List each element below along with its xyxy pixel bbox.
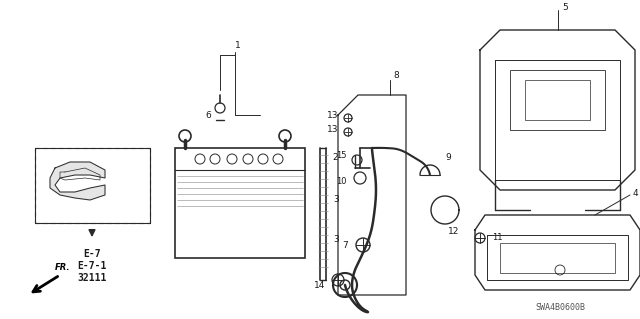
Text: 14: 14	[314, 280, 325, 290]
Bar	[525, 80, 590, 120]
Bar	[500, 243, 615, 273]
Text: 10: 10	[337, 177, 347, 187]
Text: 13: 13	[326, 125, 338, 135]
Text: E-7: E-7	[83, 249, 101, 259]
Text: 1: 1	[235, 41, 241, 50]
Text: FR.: FR.	[55, 263, 70, 272]
Text: 5: 5	[562, 3, 568, 11]
Bar	[35, 148, 150, 223]
Text: 6: 6	[205, 112, 211, 121]
Text: SWA4B0600B: SWA4B0600B	[535, 303, 585, 313]
Text: 15: 15	[337, 151, 347, 160]
Text: 4: 4	[633, 189, 639, 197]
Text: 9: 9	[445, 153, 451, 162]
Text: E-7-1: E-7-1	[77, 261, 107, 271]
Text: 13: 13	[326, 110, 338, 120]
Text: 11: 11	[492, 234, 502, 242]
Text: 3: 3	[333, 235, 339, 244]
Text: 32111: 32111	[77, 273, 107, 283]
Text: 8: 8	[393, 70, 399, 79]
Bar	[175, 148, 305, 258]
Text: 3: 3	[333, 196, 339, 204]
Bar	[510, 70, 605, 130]
Text: 7: 7	[342, 241, 348, 249]
Text: 12: 12	[448, 227, 460, 236]
Text: 2: 2	[332, 153, 338, 162]
Polygon shape	[50, 162, 105, 200]
